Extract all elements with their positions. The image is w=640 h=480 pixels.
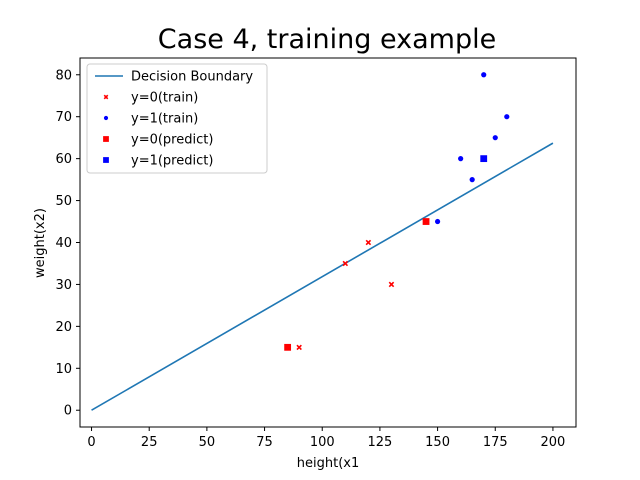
chart-title: Case 4, training example bbox=[158, 24, 496, 55]
y-tick-label: 10 bbox=[55, 362, 72, 377]
legend-label-decision-boundary: Decision Boundary bbox=[131, 70, 253, 85]
y-tick-label: 50 bbox=[55, 194, 72, 209]
x-tick-label: 0 bbox=[87, 435, 95, 450]
y-tick-label: 80 bbox=[55, 68, 72, 83]
point-y-1-train bbox=[458, 156, 464, 162]
y-tick-label: 30 bbox=[55, 278, 72, 293]
x-tick-label: 125 bbox=[367, 435, 392, 450]
y-axis: 0 10 20 30 40 50 60 70 80 bbox=[55, 68, 80, 419]
point-y-0-predict bbox=[422, 218, 430, 225]
point-y-1-train bbox=[504, 114, 510, 120]
legend-label-y-1-predict: y=1(predict) bbox=[131, 154, 213, 169]
point-y-1-train bbox=[434, 218, 441, 225]
decision-boundary-line bbox=[91, 142, 554, 411]
point-y-1-train bbox=[469, 177, 475, 183]
x-tick-label: 175 bbox=[483, 435, 508, 450]
point-y-0-train bbox=[342, 260, 349, 267]
x-marker-stroke bbox=[296, 344, 302, 351]
point-y-1-train bbox=[481, 72, 487, 78]
x-marker-stroke bbox=[342, 260, 349, 267]
legend-label-y-1-train: y=1(train) bbox=[131, 112, 198, 127]
x-tick-label: 150 bbox=[425, 435, 450, 450]
legend-swatch-y-1-train bbox=[103, 115, 109, 121]
x-tick-label: 50 bbox=[199, 435, 216, 450]
y-tick-label: 20 bbox=[55, 320, 72, 335]
y-axis-label: weight(x2) bbox=[33, 208, 48, 278]
x-axis: 0 25 50 75 100 125 150 175 200 bbox=[87, 427, 565, 450]
x-marker-stroke bbox=[103, 94, 109, 100]
legend-swatch-y-0-predict bbox=[103, 136, 109, 142]
y-tick-label: 40 bbox=[55, 236, 72, 251]
point-y-0-train bbox=[365, 239, 372, 246]
y-tick-label: 70 bbox=[55, 110, 72, 125]
legend-label-y-0-train: y=0(train) bbox=[131, 91, 198, 106]
x-tick-label: 75 bbox=[256, 435, 273, 450]
x-marker-stroke bbox=[388, 281, 395, 288]
y-tick-label: 0 bbox=[64, 404, 72, 419]
legend-box bbox=[86, 63, 268, 174]
x-marker-stroke bbox=[365, 239, 372, 246]
x-tick-label: 200 bbox=[541, 435, 566, 450]
plot-area bbox=[91, 72, 554, 411]
x-axis-label: height(x1 bbox=[297, 456, 359, 471]
legend: Decision Boundary y=0(train) y=1(train) y=0… bbox=[86, 63, 268, 174]
point-y-0-train bbox=[296, 344, 302, 351]
legend-swatch-y-1-predict bbox=[103, 157, 109, 163]
point-y-0-predict bbox=[284, 343, 292, 351]
point-y-1-predict bbox=[480, 155, 488, 163]
point-y-1-train bbox=[492, 135, 498, 141]
x-tick-label: 25 bbox=[141, 435, 158, 450]
x-tick-label: 100 bbox=[310, 435, 335, 450]
y-tick-label: 60 bbox=[55, 152, 72, 167]
point-y-0-train bbox=[388, 281, 395, 288]
legend-swatch-y-0-train bbox=[103, 94, 109, 100]
legend-label-y-0-predict: y=0(predict) bbox=[131, 133, 213, 148]
